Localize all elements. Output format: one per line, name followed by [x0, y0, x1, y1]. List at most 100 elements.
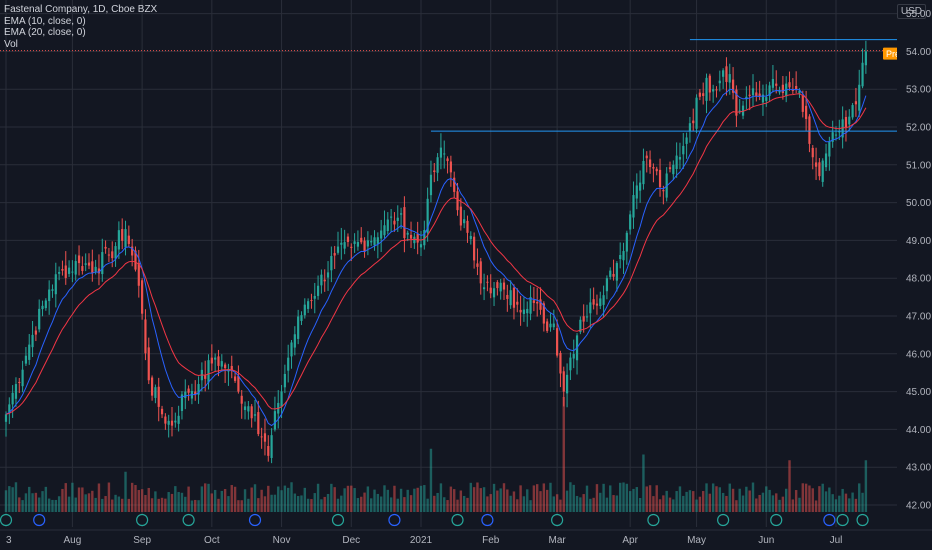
volume-bar [472, 487, 476, 512]
candle-body [18, 381, 21, 383]
volume-bar [150, 498, 154, 512]
candle-body [741, 105, 745, 116]
volume-bar [356, 498, 360, 512]
time-tick-label: 3 [6, 535, 12, 546]
volume-bar [247, 498, 250, 512]
candle-body [406, 232, 409, 235]
candle-body [453, 177, 456, 192]
volume-bar [775, 493, 778, 512]
ema10-legend[interactable]: EMA (10, close, 0) [4, 15, 86, 27]
candle-body [243, 406, 247, 411]
volume-bar [579, 497, 582, 512]
candle-body [702, 93, 705, 96]
volume-bar [121, 498, 124, 512]
candle-body [446, 158, 449, 162]
volume-bar [393, 485, 396, 512]
volume-bar [718, 487, 721, 512]
volume-bar [512, 491, 516, 512]
volume-bar [735, 500, 738, 512]
candle-body [562, 371, 565, 392]
volume-bar [811, 488, 814, 512]
volume-legend[interactable]: Vol [4, 38, 18, 50]
candle-body [761, 94, 765, 103]
candle-body [247, 406, 250, 412]
candle-body [197, 384, 200, 395]
symbol-title[interactable]: Fastenal Company, 1D, Cboe BZX [4, 4, 158, 15]
volume-bar [628, 491, 632, 512]
candle-body [529, 297, 532, 314]
candle-body [765, 97, 768, 101]
candle-body [44, 300, 47, 309]
candle-body [210, 357, 213, 364]
candle-body [502, 282, 506, 290]
time-axis[interactable]: 3 Aug Sep Oct Nov Dec 2021 Feb Mar Apr May Jun Jul [0, 529, 932, 546]
volume-bar [350, 485, 353, 512]
volume-bar [794, 490, 798, 512]
candle-body [24, 355, 28, 364]
candle-body [71, 271, 74, 273]
volume-bar [104, 496, 107, 512]
candle-body [609, 270, 612, 277]
volume-bar [662, 495, 665, 512]
volume-bar [436, 492, 439, 512]
volume-bar [545, 489, 549, 512]
volume-bar [4, 490, 8, 512]
time-tick-label: Aug [64, 535, 82, 546]
volume-bar [499, 488, 502, 512]
volume-bar [572, 484, 575, 512]
candle-body [4, 414, 8, 422]
candle-body [705, 77, 708, 101]
volume-bar [711, 483, 715, 512]
volume-bar [223, 489, 227, 512]
volume-bar [675, 491, 678, 512]
candle-body [134, 250, 137, 270]
volume-bar [486, 496, 489, 512]
volume-bar [18, 497, 21, 512]
volume-bar [615, 495, 619, 512]
price-tick-label: 50.00 [906, 198, 931, 209]
candle-body [117, 230, 120, 250]
candle-body [672, 164, 675, 175]
volume-bar [808, 485, 811, 512]
volume-bar [612, 495, 615, 512]
candle-body [41, 305, 44, 310]
candle-body [469, 235, 472, 240]
volume-bar [642, 454, 645, 512]
volume-bar [134, 485, 137, 512]
ema20-legend[interactable]: EMA (20, close, 0) [4, 27, 86, 38]
currency-button[interactable]: USD [896, 4, 926, 19]
volume-bar [300, 495, 303, 512]
volume-bar [516, 499, 519, 512]
volume-bar [555, 494, 559, 512]
candle-body [346, 236, 350, 242]
candle-body [101, 252, 104, 275]
volume-bar [446, 500, 449, 512]
volume-bar [582, 494, 585, 512]
price-axis[interactable]: 42.00 43.00 44.00 45.00 46.00 47.00 48.00 49.00… [897, 0, 932, 550]
volume-bar [824, 491, 828, 512]
price-tick-label: 43.00 [906, 463, 931, 474]
volume-bar [453, 489, 456, 512]
volume-bar [665, 490, 668, 512]
volume-bar [396, 498, 399, 512]
volume-bar [595, 484, 599, 512]
volume-bar [459, 490, 463, 512]
volume-bar [370, 498, 373, 512]
candle-body [599, 298, 602, 307]
volume-bar [801, 483, 804, 512]
candle-body [34, 330, 37, 335]
candle-body [731, 79, 735, 93]
volume-bar [482, 487, 486, 512]
volume-bar [672, 499, 675, 512]
volume-bar [81, 487, 84, 512]
candle-body [479, 261, 482, 284]
volume-bar [310, 499, 313, 512]
volume-bar [389, 497, 393, 512]
volume-bar [502, 483, 506, 512]
candle-body [778, 91, 781, 93]
volume-bar [154, 491, 157, 512]
volume-bar [220, 490, 223, 512]
candle-body [814, 162, 818, 167]
volume-bar [174, 486, 177, 512]
